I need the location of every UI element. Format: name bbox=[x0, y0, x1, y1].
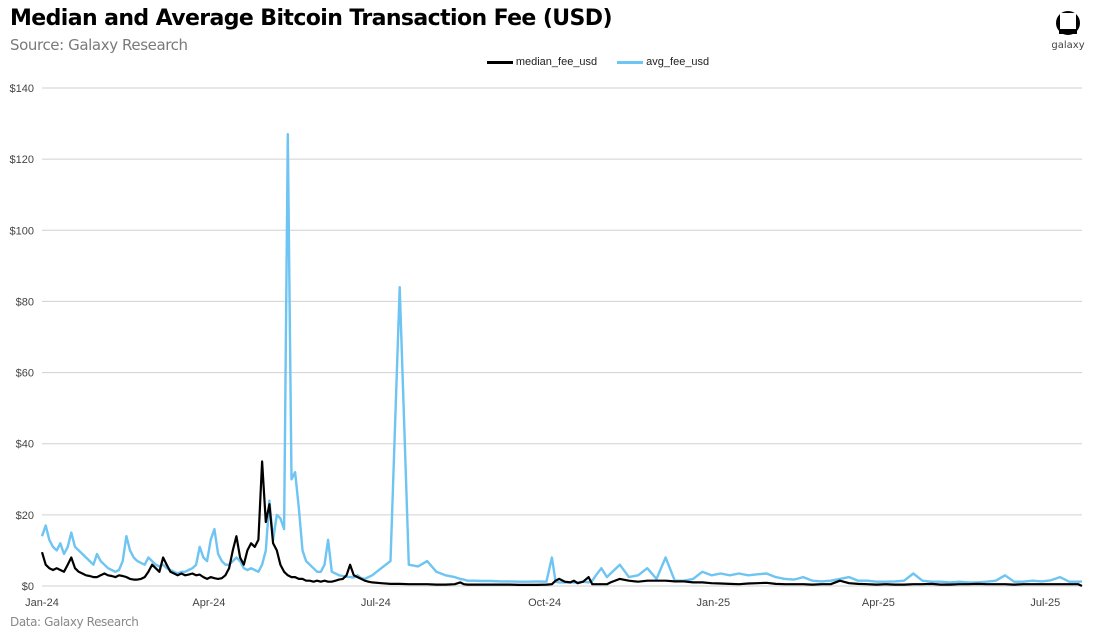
legend: median_fee_usd avg_fee_usd bbox=[0, 56, 1100, 68]
galaxy-logo: galaxy bbox=[1050, 10, 1086, 56]
chart-subtitle: Source: Galaxy Research bbox=[10, 36, 188, 54]
y-tick-label: $40 bbox=[16, 439, 34, 451]
y-tick-label: $80 bbox=[16, 296, 34, 308]
y-tick-label: $0 bbox=[22, 581, 34, 593]
chart-title: Median and Average Bitcoin Transaction F… bbox=[10, 6, 613, 31]
y-tick-label: $60 bbox=[16, 368, 34, 380]
x-tick-label: Jul-24 bbox=[361, 597, 391, 609]
y-tick-label: $100 bbox=[10, 225, 34, 237]
y-tick-label: $120 bbox=[10, 154, 34, 166]
x-tick-label: Jan-24 bbox=[25, 597, 59, 609]
avg-fee-line bbox=[40, 132, 1083, 584]
avg-swatch bbox=[617, 60, 644, 64]
x-tick-label: Apr-24 bbox=[192, 597, 225, 609]
legend-item-avg: avg_fee_usd bbox=[617, 56, 709, 68]
y-axis-ticks: $0 $20 $40 $60 $80 $100 $120 $140 bbox=[10, 83, 34, 593]
galaxy-logo-icon bbox=[1056, 11, 1080, 35]
x-tick-label: Apr-25 bbox=[862, 597, 895, 609]
legend-label-median: median_fee_usd bbox=[515, 56, 598, 68]
logo-text: galaxy bbox=[1051, 40, 1085, 51]
x-tick-label: Jul-25 bbox=[1030, 597, 1060, 609]
gridlines bbox=[42, 87, 1082, 587]
legend-item-median: median_fee_usd bbox=[486, 56, 598, 68]
y-tick-label: $20 bbox=[16, 510, 34, 522]
x-axis-ticks: Jan-24 Apr-24 Jul-24 Oct-24 Jan-25 Apr-25 Jul-… bbox=[25, 597, 1060, 609]
median-swatch bbox=[486, 60, 513, 64]
legend-label-avg: avg_fee_usd bbox=[646, 56, 710, 68]
x-tick-label: Oct-24 bbox=[528, 597, 561, 609]
x-tick-label: Jan-25 bbox=[697, 597, 731, 609]
median-fee-line bbox=[40, 460, 1083, 587]
data-source-footer: Data: Galaxy Research bbox=[10, 615, 139, 629]
y-tick-label: $140 bbox=[10, 83, 34, 95]
